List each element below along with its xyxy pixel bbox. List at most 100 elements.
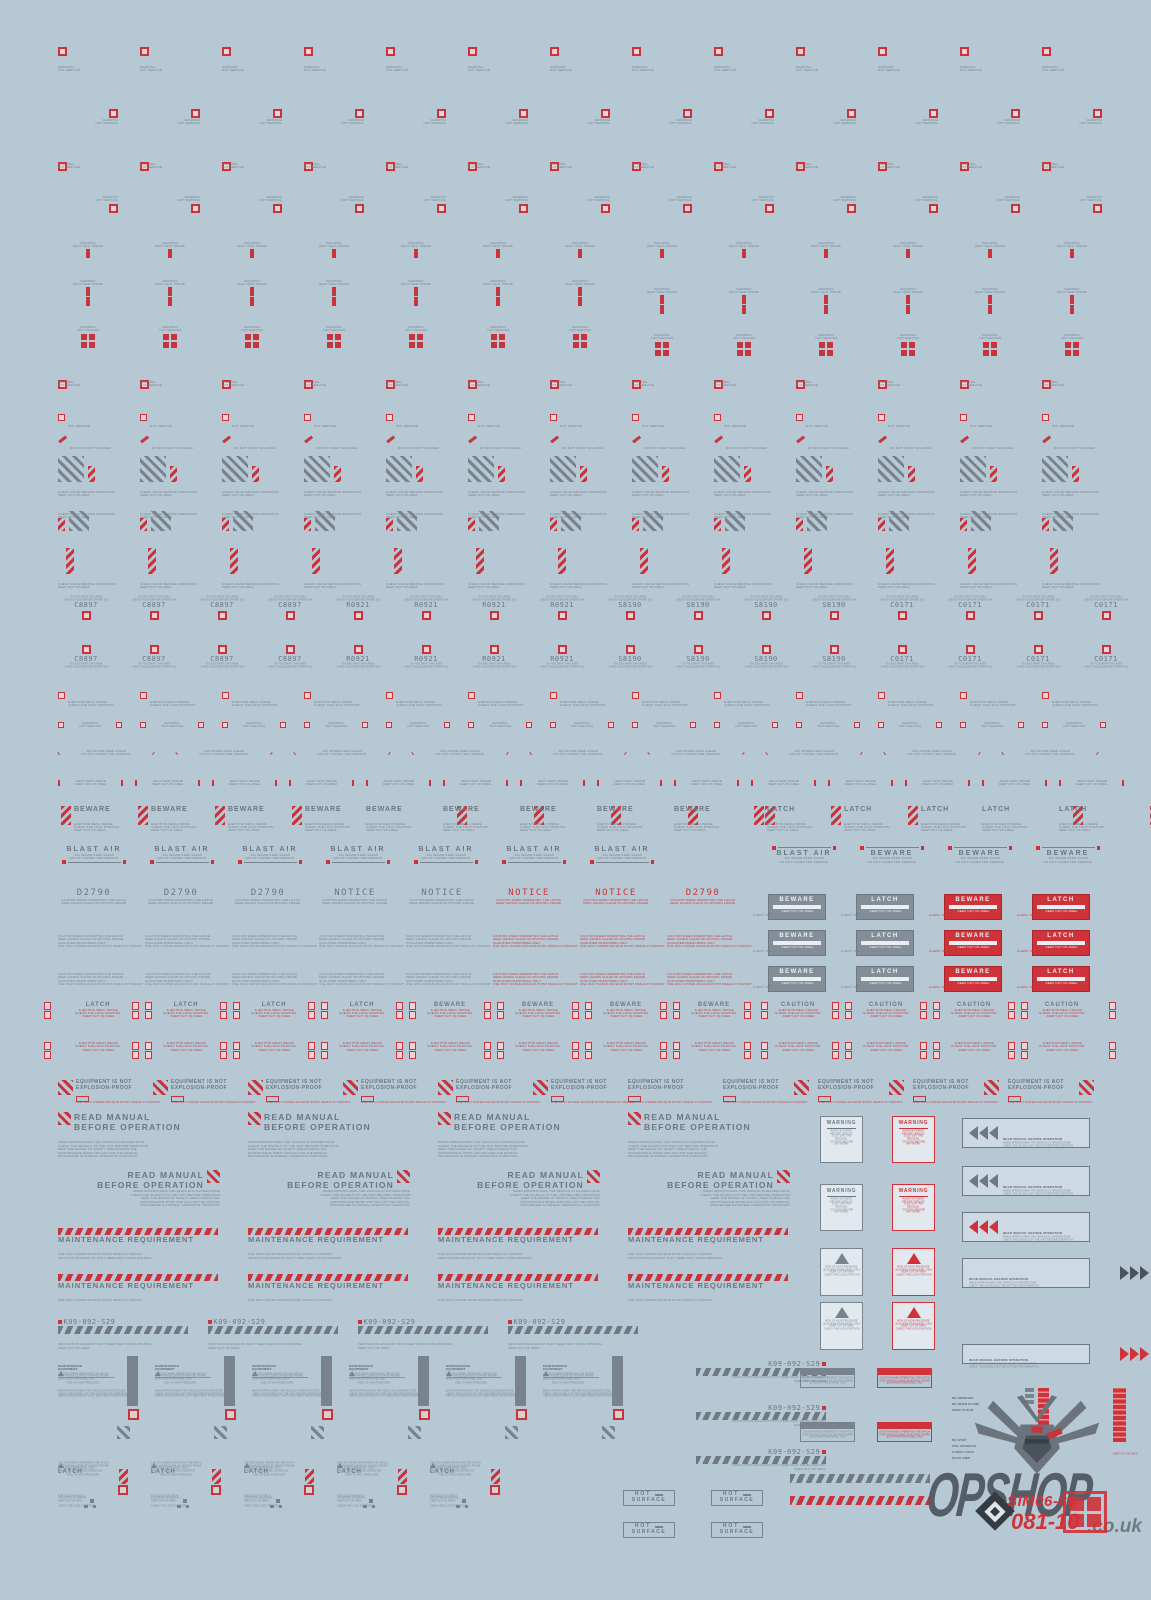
warning-square-decal: NOT SERVICE: [222, 414, 275, 428]
micro-text: EJECTION MECH INSIDE: [166, 1008, 206, 1012]
slash-mark-decal: DO NOT PAINT THIS AREA: [960, 435, 1051, 450]
text-group: HEAT VENT INSIDE KEEP OUT OF AREA: [445, 780, 506, 787]
micro-text: CHECK VALVE BEFORE OPERATION: [947, 598, 993, 602]
micro-text: WARNING: [758, 196, 774, 200]
micro-text: NOT SERVICE: [140, 384, 163, 388]
notice-decal: NOTICE CAUTION WHEN OPERATING THE HATCH KE…: [319, 888, 391, 906]
gray-hatch-icon: [550, 456, 576, 482]
hazard-bar-decal: WARNING HEAT VENT INSIDE: [550, 242, 610, 259]
hatch-panel-decal: CHECK VALVE BEFORE OPERATION KEEP OUT OF …: [878, 504, 988, 531]
micro-text: DO NOT PAINT THIS AREA: [70, 447, 112, 451]
warning-square-decal: WARNING NOT SERVICE: [222, 46, 282, 73]
warning-square-decal: WARNING NOT SERVICE: [222, 108, 282, 126]
warning-square-decal: WARNING NOT SERVICE: [222, 372, 282, 390]
decal-title: BEWARE: [609, 1002, 643, 1008]
warning-square-icon: [222, 47, 231, 56]
boxed-label-decal: LATCH CHECK THE LOCK POSITION KEEP OUT OF …: [841, 966, 914, 992]
micro-text: WARNING: [714, 66, 730, 70]
bracket-icon: [496, 1002, 504, 1019]
slash-mark-decal: DO NOT PAINT THIS AREA: [632, 435, 723, 450]
hazard-bar-icon: [414, 297, 418, 307]
beware-stripe-decal: BEWARE EJECTION MECH INSIDE CHECK THE LOCK…: [212, 806, 316, 833]
red-stripe-icon: [1072, 466, 1079, 482]
warning-square-icon: [285, 645, 295, 654]
warning-square-decal: WARNING NOT SERVICE: [550, 108, 610, 126]
micro-text: QUALIFIED PERSONNEL ONLY: [252, 1377, 290, 1381]
gray-hatch-icon: [1053, 510, 1073, 531]
micro-text: AIR INTAKE KEEP CLEAR: [86, 750, 126, 754]
red-stripe-icon: [222, 517, 229, 531]
micro-text: KEEP OUT OF AREA: [844, 783, 877, 787]
micro-text: NOT SERVICE: [468, 69, 491, 73]
micro-text: KEEP HANDS CLEAR OF MOVING FRAME: [58, 1374, 109, 1378]
micro-text: EJECTION MECH INSIDE: [518, 1042, 558, 1046]
read-manual-decal: READ MANUAL BEFORE OPERATION WHEN APPROACH…: [628, 1112, 790, 1158]
micro-text: NOT SERVICE: [714, 166, 737, 170]
hazard-grid-icon: [163, 333, 177, 348]
micro-text: KEEP OUT OF AREA: [550, 494, 582, 498]
micro-text: CHECK THE SIGNALS OF THE UNIT BEFORE OPE…: [969, 1365, 1040, 1369]
micro-text: DO NOT PAINT THIS AREA: [137, 662, 171, 666]
micro-text: QUALIFIED PERSONNEL ONLY: [543, 1377, 581, 1381]
micro-text: NOT SERVICE: [158, 329, 182, 333]
gray-dot-icon: [90, 1499, 94, 1503]
rule-line: [953, 847, 1007, 849]
red-stripe-decal: CHECK VALVE BEFORE OPERATION KEEP OUT OF …: [386, 548, 496, 590]
hazard-bar-icon: [250, 297, 254, 307]
chevron-icon: [1140, 1347, 1150, 1361]
warning-square-icon: [1042, 692, 1049, 699]
micro-text: KEEP HANDS CLEAR OF MOVING FRAME: [409, 902, 475, 906]
micro-text: WARNING: [550, 381, 566, 385]
micro-text: KEEP HANDS CLEAR OF MOVING FRAME: [802, 1379, 853, 1383]
chevron-icon: [989, 1126, 998, 1140]
read-manual-decal: READ MANUAL BEFORE OPERATION WHEN APPROACH…: [628, 1170, 790, 1207]
micro-text: NOT SERVICE: [486, 329, 510, 333]
micro-text: CHECK THE LOCK POSITION: [691, 1045, 737, 1049]
chevrons-icon: [969, 1220, 998, 1234]
decal-title: BLAST AIR: [594, 846, 650, 853]
warning-square-icon: [714, 722, 720, 729]
part-code-decal: C0171 DO NOT PAINT THIS AREA CHECK VALVE B…: [1078, 644, 1134, 669]
warning-square-icon: [468, 692, 475, 699]
red-hatch-icon: [533, 1080, 548, 1095]
micro-text: EJECTION MECH INSIDE: [694, 1008, 734, 1012]
rule-line: [331, 861, 385, 863]
hazard-bar-decal: WARNING HEAT VENT INSIDE: [550, 280, 610, 307]
hatch-panel-decal: CHECK VALVE BEFORE OPERATION KEEP OUT OF …: [304, 504, 414, 531]
decal-title: LATCH: [1059, 806, 1088, 813]
micro-text: WARNING: [714, 381, 730, 385]
warning-square-icon: [273, 203, 282, 213]
hatch-panel-decal: CHECK VALVE BEFORE OPERATION KEEP OUT OF …: [796, 456, 906, 498]
micro-text: VOLTAGE BEFORE: [830, 1140, 853, 1144]
micro-text: KEEP OUT OF AREA: [430, 1499, 455, 1503]
micro-text: CHECK THE LOCK POSITION: [337, 1504, 373, 1508]
micro-text: NOT SERVICE: [341, 199, 364, 203]
notice-decal: D2790 CAUTION WHEN OPERATING THE HATCH KEE…: [58, 888, 130, 906]
divider-line: [349, 1377, 405, 1379]
text-group: HEAT VENT INSIDE KEEP OUT OF AREA: [830, 780, 891, 787]
warning-square-decal: WARNING NOT SERVICE: [878, 154, 938, 172]
micro-text: CHECK THE SIGNALS OF THE UNIT BEFORE OPE…: [1003, 1144, 1074, 1148]
micro-text: KEEP OUT OF AREA: [998, 783, 1031, 787]
hatch-panel-decal: CHECK VALVE BEFORE OPERATION KEEP OUT OF …: [468, 456, 578, 498]
bracket-icon: [44, 1002, 52, 1019]
red-square-icon: [225, 1409, 236, 1420]
underline-row: [860, 846, 924, 850]
text-group: EQUIPMENT IS NOT EXPLOSION-PROOF USE ONLY …: [818, 1079, 981, 1104]
decal-title: EQUIPMENT IS NOT: [171, 1079, 227, 1085]
micro-text: CHECK VALVE BEFORE OPERATION: [335, 665, 381, 669]
text-group: LATCH EJECTION MECH INSIDE CHECK THE LOCK …: [982, 806, 1070, 833]
micro-text: CHECK VALVE BEFORE OPERATION: [199, 665, 245, 669]
part-code-decal: DO NOT PAINT THIS AREA CHECK VALVE BEFORE…: [806, 596, 862, 621]
decal-title: BLAST AIR: [66, 846, 122, 853]
micro-text: KEEP OUT OF AREA: [208, 1346, 240, 1350]
micro-text: CHECK THE LOCK POSITION: [443, 826, 489, 830]
micro-text: WARNING: [82, 722, 98, 726]
body-row: FOR EJECTION MECH ATTENTION IN MANUAL KEEP…: [244, 1484, 314, 1502]
warning-square-icon: [625, 610, 635, 620]
hazard-grid-decal: WARNING NOT SERVICE: [796, 334, 856, 356]
maintenance-decal: MAINTENANCE REQUIREMENT USE ONLY RATED AN…: [438, 1274, 598, 1302]
micro-text: VENTILATION EXHAUST DUCT KEEP AWAY FROM …: [58, 1256, 152, 1260]
triangle-icon: [58, 1462, 64, 1468]
part-code-decal: R0921 DO NOT PAINT THIS AREA CHECK VALVE B…: [330, 644, 386, 669]
